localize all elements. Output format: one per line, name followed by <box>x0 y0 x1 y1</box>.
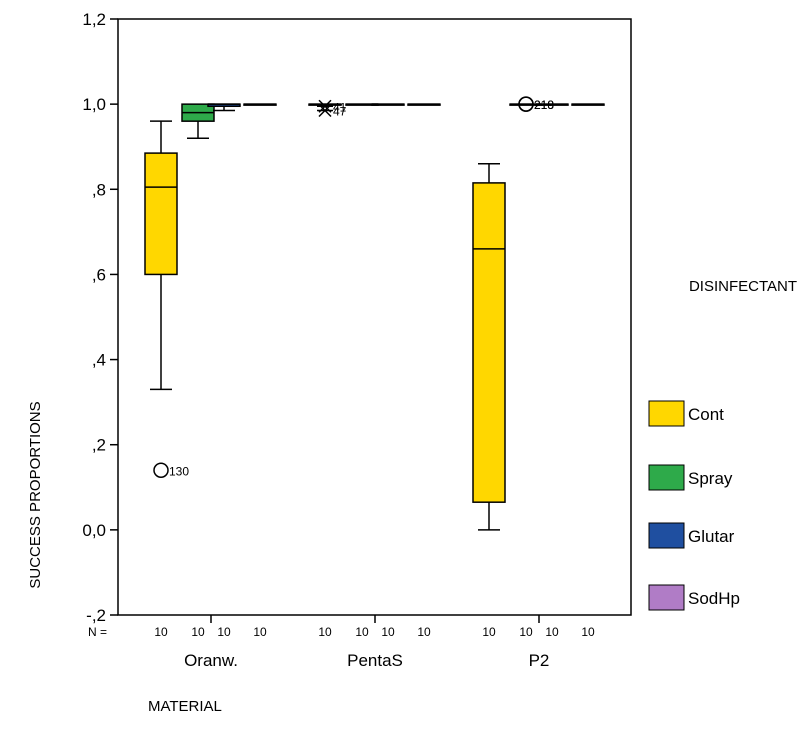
legend-label: Spray <box>688 469 733 488</box>
x-category-label: Oranw. <box>184 651 238 670</box>
x-axis-label: MATERIAL <box>148 698 222 715</box>
n-count: 10 <box>519 625 533 639</box>
box-p2-glutar <box>535 103 569 106</box>
outlier-circle-marker <box>518 96 534 112</box>
box <box>472 182 506 503</box>
box-oranw-cont <box>144 120 178 391</box>
y-tick-label: 1,0 <box>82 95 106 114</box>
legend-item-glutar: Glutar <box>648 522 735 549</box>
outlier-star-marker <box>317 103 333 118</box>
n-count: 10 <box>355 625 369 639</box>
y-tick-label: 1,2 <box>82 10 106 29</box>
y-tick-label: ,8 <box>92 180 106 199</box>
legend-item-cont: Cont <box>648 400 724 427</box>
legend: DISINFECTANT Cont Spray Glutar SodHp <box>648 278 797 611</box>
legend-label: Cont <box>688 405 724 424</box>
x-category-label: PentaS <box>347 651 403 670</box>
box-pentas-cont <box>308 103 342 106</box>
legend-item-sodhp: SodHp <box>648 584 740 611</box>
outlier-218: 218 <box>518 96 554 112</box>
box-p2-sodhp <box>571 103 605 106</box>
box-p2-cont <box>472 162 506 531</box>
outlier-circle-marker <box>153 462 169 479</box>
legend-swatch <box>648 584 685 611</box>
n-count: 10 <box>381 625 395 639</box>
legend-swatch <box>648 522 685 549</box>
y-axis: 1,2 1,0 ,8 ,6 ,4 ,2 0,0 -,2 <box>82 10 118 625</box>
box-pentas-sodhp <box>407 103 441 106</box>
box <box>144 152 178 276</box>
y-axis-label: SUCCESS PROPORTIONS <box>27 401 44 588</box>
outlier-label: 219 <box>534 98 554 112</box>
box-plot-series <box>144 103 605 531</box>
y-tick-label: ,6 <box>92 265 106 284</box>
outlier-47: 47 <box>317 103 347 119</box>
legend-swatch <box>648 400 685 427</box>
n-label: N = <box>88 625 107 639</box>
box-oranw-sodhp <box>243 103 277 106</box>
outlier-label: 41 <box>333 100 347 114</box>
y-tick-label: 0,0 <box>82 521 106 540</box>
box-oranw-spray <box>181 103 215 139</box>
n-count: 10 <box>545 625 559 639</box>
legend-label: Glutar <box>688 527 735 546</box>
y-tick-label: ,2 <box>92 436 106 455</box>
n-count: 10 <box>154 625 168 639</box>
x-category-label: P2 <box>529 651 550 670</box>
outlier-label: 47 <box>333 105 347 119</box>
legend-title: DISINFECTANT <box>689 278 797 295</box>
legend-item-spray: Spray <box>648 464 733 491</box>
y-tick-label: -,2 <box>86 606 106 625</box>
outlier-label: 130 <box>169 464 189 478</box>
n-count: 10 <box>217 625 231 639</box>
n-count: 10 <box>318 625 332 639</box>
outlier-41: 41 <box>317 99 347 114</box>
legend-label: SodHp <box>688 589 740 608</box>
x-axis: Oranw. PentaS P2 10 10 10 10 10 10 10 10 10 10 10 10 <box>154 615 595 670</box>
box-pentas-glutar <box>371 103 405 106</box>
outlier-label: 218 <box>534 98 554 112</box>
n-count: 10 <box>417 625 431 639</box>
y-tick-label: ,4 <box>92 351 106 370</box>
legend-swatch <box>648 464 685 491</box>
n-count: 10 <box>581 625 595 639</box>
outlier-130: 130 <box>153 462 189 479</box>
n-count: 10 <box>191 625 205 639</box>
n-count: 10 <box>253 625 267 639</box>
n-count: 10 <box>482 625 496 639</box>
box-oranw-glutar <box>207 103 241 112</box>
